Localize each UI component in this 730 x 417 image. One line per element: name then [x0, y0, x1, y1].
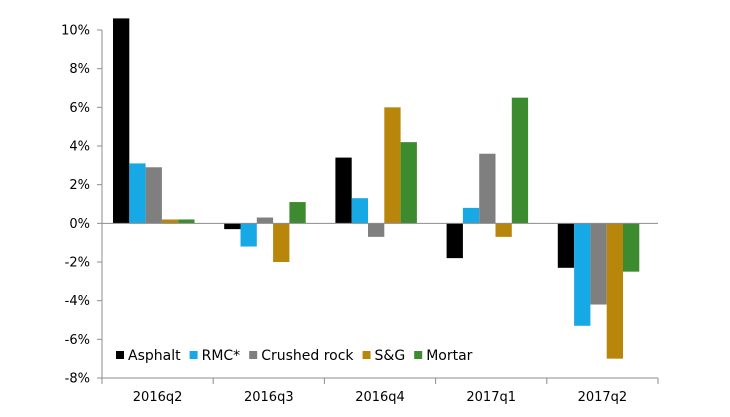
legend-label-crushed-rock: Crushed rock [261, 348, 354, 364]
bar-asphalt-2017q2 [557, 223, 575, 268]
ticks-layer: -8% -6% -4% -2% 0% 2% 4% 6% 8% 10% 2016q2 2016q3 201… [61, 24, 627, 406]
bar-s-g-2016q4 [384, 107, 401, 224]
bar-crushed-rock-2016q4 [368, 223, 385, 237]
y-tick-label: -4% [65, 294, 90, 309]
legend-label-asphalt: Asphalt [128, 348, 181, 364]
legend-label-s-g: S&G [375, 348, 406, 364]
bar-mortar-2017q2 [623, 223, 640, 272]
bar-rmc--2017q1 [462, 207, 480, 224]
x-tick-label: 2016q2 [133, 390, 183, 405]
bar-mortar-2016q3 [289, 202, 306, 224]
bar-crushed-rock-2017q1 [479, 153, 496, 224]
y-tick-label: 8% [69, 62, 90, 77]
bar-rmc--2016q4 [351, 198, 368, 224]
bar-s-g-2017q2 [606, 223, 623, 359]
x-tick-label: 2017q1 [466, 390, 516, 405]
legend-label-rmc-: RMC* [202, 348, 241, 364]
x-tick-label: 2016q4 [355, 390, 405, 405]
y-tick-label: 0% [69, 217, 90, 232]
bar-crushed-rock-2016q2 [145, 167, 162, 224]
bar-s-g-2017q1 [495, 223, 512, 237]
bar-mortar-2016q2 [178, 219, 195, 224]
legend-label-mortar: Mortar [426, 348, 472, 364]
legend: Asphalt RMC* Crushed rock S&G Mortar [116, 348, 473, 364]
bar-crushed-rock-2017q2 [590, 223, 607, 305]
y-tick-label: 2% [69, 178, 90, 193]
x-tick-label: 2016q3 [244, 390, 294, 405]
y-tick-label: -8% [65, 372, 90, 387]
bar-crushed-rock-2016q3 [256, 217, 274, 224]
bar-rmc--2017q2 [574, 223, 591, 326]
bar-asphalt-2016q2 [113, 18, 130, 224]
legend-swatch-s-g [362, 351, 371, 359]
y-tick-label: -2% [65, 256, 90, 271]
x-tick-label: 2017q2 [578, 390, 628, 405]
y-tick-label: 4% [69, 140, 90, 155]
legend-swatch-mortar [414, 351, 423, 359]
bar-rmc--2016q3 [240, 223, 257, 247]
axes-layer [97, 29, 659, 384]
bar-asphalt-2016q3 [224, 223, 241, 230]
bars-layer [113, 18, 640, 359]
legend-swatch-rmc- [189, 351, 198, 359]
legend-swatch-asphalt [116, 351, 124, 359]
bar-s-g-2016q2 [161, 219, 179, 224]
bar-asphalt-2017q1 [446, 223, 463, 259]
bar-mortar-2017q1 [511, 97, 529, 224]
bar-s-g-2016q3 [273, 223, 290, 262]
y-tick-label: 6% [69, 101, 90, 116]
y-tick-label: -6% [65, 333, 90, 348]
bar-asphalt-2016q4 [335, 157, 352, 224]
bar-mortar-2016q4 [400, 142, 417, 224]
bar-rmc--2016q2 [129, 163, 146, 224]
legend-swatch-crushed-rock [249, 351, 258, 359]
y-tick-label: 10% [61, 24, 90, 39]
